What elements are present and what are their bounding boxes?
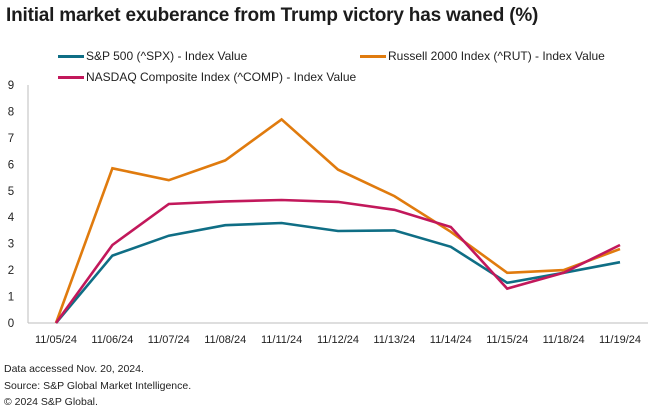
x-tick-label: 11/05/24 bbox=[35, 334, 77, 346]
footer-source: Source: S&P Global Market Intelligence. bbox=[4, 380, 192, 392]
x-tick-label: 11/18/24 bbox=[543, 334, 585, 346]
x-tick-label: 11/06/24 bbox=[91, 334, 133, 346]
y-tick-label: 5 bbox=[8, 186, 14, 198]
y-tick-label: 9 bbox=[8, 80, 14, 92]
series-line-comp bbox=[54, 198, 621, 324]
legend-item-spx: S&P 500 (^SPX) - Index Value bbox=[58, 49, 247, 63]
x-tick-label: 11/19/24 bbox=[599, 334, 641, 346]
y-tick-label: 0 bbox=[8, 318, 14, 330]
y-tick-label: 4 bbox=[8, 212, 15, 224]
y-tick-label: 1 bbox=[8, 292, 14, 304]
x-tick-label: 11/12/24 bbox=[317, 334, 359, 346]
y-tick-label: 8 bbox=[8, 106, 14, 118]
legend-swatch-spx bbox=[58, 54, 84, 58]
x-tick-label: 11/15/24 bbox=[486, 334, 528, 346]
legend-item-comp: NASDAQ Composite Index (^COMP) - Index V… bbox=[58, 70, 356, 84]
legend-label-spx: S&P 500 (^SPX) - Index Value bbox=[86, 49, 248, 63]
legend-label-comp: NASDAQ Composite Index (^COMP) - Index V… bbox=[86, 70, 357, 84]
legend-swatch-comp bbox=[58, 75, 84, 79]
footer-copyright: © 2024 S&P Global. bbox=[4, 396, 98, 408]
x-tick-label: 11/07/24 bbox=[148, 334, 190, 346]
y-tick-label: 7 bbox=[8, 133, 14, 145]
x-tick-label: 11/14/24 bbox=[430, 334, 472, 346]
y-tick-label: 6 bbox=[8, 159, 14, 171]
y-tick-label: 3 bbox=[8, 239, 14, 251]
footer-data-accessed: Data accessed Nov. 20, 2024. bbox=[4, 363, 144, 375]
legend-label-rut: Russell 2000 Index (^RUT) - Index Value bbox=[388, 49, 605, 63]
x-tick-label: 11/13/24 bbox=[373, 334, 415, 346]
x-tick-label: 11/08/24 bbox=[204, 334, 246, 346]
x-tick-label: 11/11/24 bbox=[261, 334, 302, 346]
legend-swatch-rut bbox=[360, 54, 386, 58]
y-tick-label: 2 bbox=[8, 265, 14, 277]
series-line-spx bbox=[55, 221, 621, 324]
series-line-rut bbox=[54, 117, 621, 324]
chart-title: Initial market exuberance from Trump vic… bbox=[6, 5, 539, 26]
legend-item-rut: Russell 2000 Index (^RUT) - Index Value bbox=[360, 49, 605, 63]
